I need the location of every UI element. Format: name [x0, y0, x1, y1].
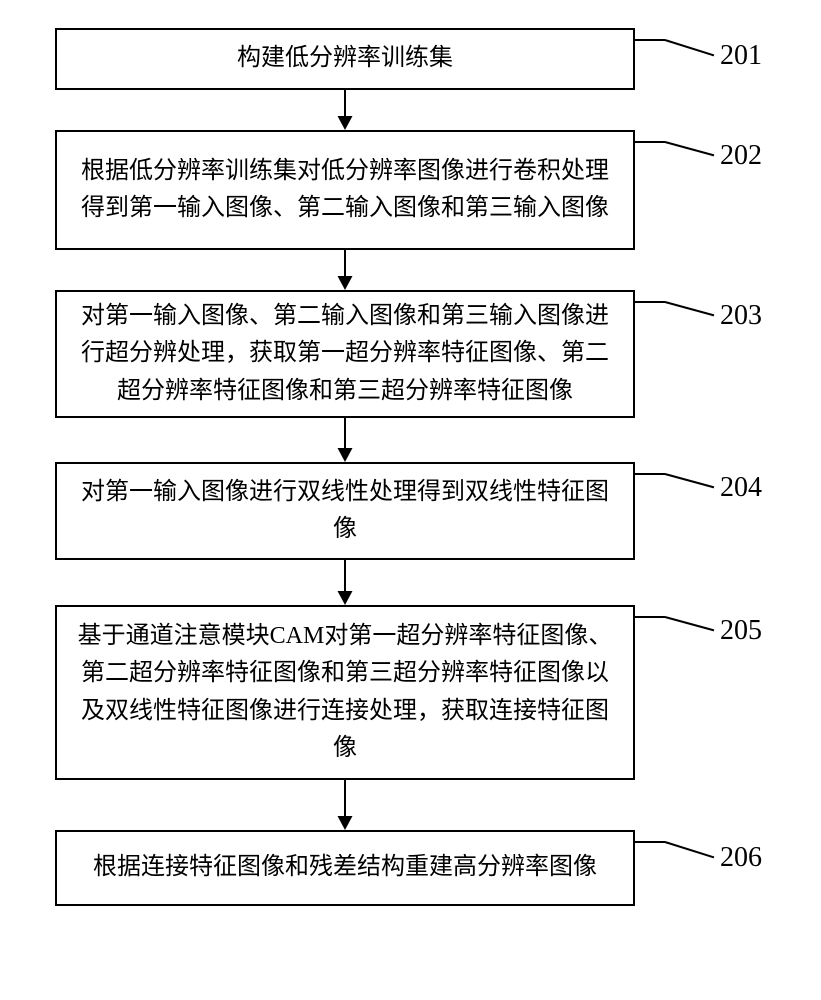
callout-line: [633, 840, 716, 859]
callout-line: [633, 615, 716, 632]
flow-arrow: [333, 418, 357, 462]
flow-node-text: 构建低分辨率训练集: [237, 40, 453, 77]
callout-line: [633, 472, 716, 489]
flow-node: 根据连接特征图像和残差结构重建高分辨率图像: [55, 830, 635, 906]
callout-line: [633, 38, 716, 57]
flow-arrow: [333, 250, 357, 290]
flow-node-text: 对第一输入图像进行双线性处理得到双线性特征图像: [71, 474, 619, 548]
callout-line: [633, 300, 716, 317]
flow-node-label: 202: [720, 140, 762, 172]
flow-node-label: 206: [720, 842, 762, 874]
flow-node: 根据低分辨率训练集对低分辨率图像进行卷积处理得到第一输入图像、第二输入图像和第三…: [55, 130, 635, 250]
flow-node-text: 根据低分辨率训练集对低分辨率图像进行卷积处理得到第一输入图像、第二输入图像和第三…: [71, 153, 619, 227]
flow-node-label: 205: [720, 615, 762, 647]
flow-node-text: 根据连接特征图像和残差结构重建高分辨率图像: [93, 849, 597, 886]
flow-node: 对第一输入图像、第二输入图像和第三输入图像进行超分辨处理，获取第一超分辨率特征图…: [55, 290, 635, 418]
flow-arrow: [333, 90, 357, 130]
flow-arrow: [333, 780, 357, 830]
callout-line: [633, 140, 716, 157]
flow-node-label: 201: [720, 40, 762, 72]
flow-arrow: [333, 560, 357, 605]
flow-node-text: 基于通道注意模块CAM对第一超分辨率特征图像、第二超分辨率特征图像和第三超分辨率…: [71, 618, 619, 767]
flow-node: 对第一输入图像进行双线性处理得到双线性特征图像: [55, 462, 635, 560]
flow-node-label: 204: [720, 472, 762, 504]
flow-node-label: 203: [720, 300, 762, 332]
flow-node: 基于通道注意模块CAM对第一超分辨率特征图像、第二超分辨率特征图像和第三超分辨率…: [55, 605, 635, 780]
flow-node-text: 对第一输入图像、第二输入图像和第三输入图像进行超分辨处理，获取第一超分辨率特征图…: [71, 298, 619, 410]
flow-node: 构建低分辨率训练集: [55, 28, 635, 90]
